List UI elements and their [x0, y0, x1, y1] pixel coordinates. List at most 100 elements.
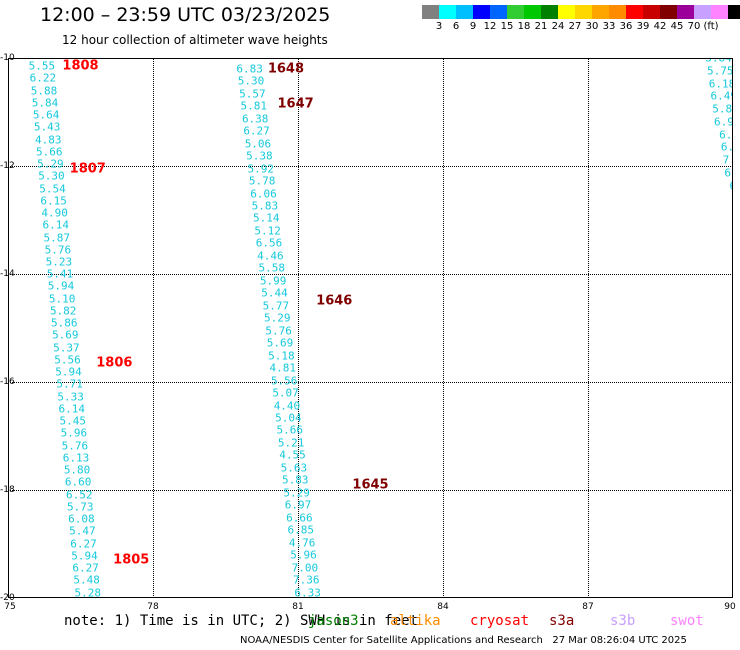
wave-height-value: 5.94: [55, 365, 82, 379]
latitude-tick-label: -16: [0, 377, 15, 387]
wave-height-value: 6.66: [286, 511, 313, 525]
wave-height-value: 5.41: [46, 267, 74, 281]
wave-height-value: 6.06: [250, 187, 277, 200]
wave-height-value: 6.13: [62, 451, 90, 465]
satellite-legend-jason3: jason3: [308, 613, 359, 629]
chart-title: 12:00 – 23:59 UTC 03/23/2025: [40, 4, 331, 26]
colorbar-swatch: [524, 5, 541, 19]
wave-height-value: 5.87: [43, 231, 71, 245]
wave-height-value: 5.06: [244, 137, 272, 151]
wave-height-value: 5.30: [237, 74, 265, 88]
colorbar-label: 3: [435, 21, 443, 32]
pass-time-label: 1647: [277, 96, 314, 112]
colorbar-swatch: [575, 5, 592, 19]
pass-time-label: 1806: [96, 355, 133, 371]
pass-time-label: 1645: [352, 477, 389, 493]
wave-height-value: 6.: [729, 179, 733, 193]
wave-height-value: 5.29: [283, 486, 310, 500]
colorbar-swatch: [558, 5, 575, 19]
wave-height-value: 6.60: [64, 475, 92, 489]
wave-height-value: 5.83: [281, 473, 309, 487]
wave-height-value: 5.86: [51, 316, 78, 330]
colorbar-label: (ft): [703, 21, 719, 32]
longitude-gridline: [153, 58, 154, 598]
latitude-tick-label: -10: [0, 53, 15, 63]
colorbar-label: 15: [500, 21, 514, 32]
wave-height-value: 5.48: [73, 573, 100, 587]
wave-height-value: 5.63: [280, 461, 308, 475]
wave-height-value: 5.47: [69, 524, 96, 538]
wave-height-value: 5.45: [59, 414, 87, 428]
wave-height-value: 5.23: [45, 255, 73, 269]
wave-height-value: 5.28: [74, 586, 102, 598]
wave-height-value: 6.92: [714, 115, 733, 129]
wave-height-value: 5.56: [54, 353, 81, 367]
colorbar-label: 45: [670, 21, 684, 32]
wave-height-value: 6.83: [236, 62, 263, 76]
pass-time-label: 1805: [113, 552, 150, 568]
wave-height-value: 6.14: [58, 402, 85, 416]
pass-time-label: 1807: [69, 161, 106, 177]
chart-subtitle: 12 hour collection of altimeter wave hei…: [62, 33, 328, 47]
colorbar-swatch: [728, 5, 740, 19]
latitude-gridline: [8, 382, 733, 383]
wave-height-value: 7.36: [293, 573, 320, 587]
wave-height-value: 5.18: [268, 349, 295, 363]
wave-height-value: 6.3: [719, 128, 733, 142]
wave-height-value: 7.0: [722, 153, 733, 167]
wave-height-value: 6.15: [40, 194, 67, 208]
colorbar-swatch: [677, 5, 694, 19]
longitude-tick-label: 84: [437, 602, 449, 612]
longitude-tick-label: 81: [292, 602, 304, 612]
wave-height-value: 5.96: [60, 426, 88, 440]
wave-height-value: 6.85: [287, 523, 315, 537]
satellite-legend-swot: swot: [670, 613, 704, 629]
pass-time-label: 1648: [267, 61, 304, 77]
satellite-legend-s3b: s3b: [610, 613, 636, 629]
longitude-gridline: [298, 58, 299, 598]
wave-height-colorbar: [422, 5, 740, 19]
wave-height-value: 6.5: [720, 140, 733, 154]
colorbar-swatch: [694, 5, 711, 19]
longitude-gridline: [588, 58, 589, 598]
colorbar-label: 39: [636, 21, 650, 32]
wave-height-value: 6.14: [42, 218, 69, 232]
wave-height-value: 5.92: [247, 162, 274, 176]
wave-height-value: 5.82: [49, 304, 77, 318]
wave-height-value: 5.21: [277, 436, 305, 450]
longitude-gridline: [443, 58, 444, 598]
wave-height-value: 4.81: [269, 361, 297, 375]
wave-height-value: 4.90: [41, 206, 68, 220]
wave-height-value: 5.78: [248, 174, 276, 188]
wave-height-value: 5.64: [32, 108, 60, 122]
wave-height-value: 5.80: [63, 463, 91, 477]
wave-height-value: 6.27: [70, 537, 97, 551]
colorbar-label: 12: [483, 21, 497, 32]
wave-height-value: 5.76: [44, 243, 72, 257]
wave-height-value: 5.58: [258, 261, 286, 275]
wave-height-value: 4.76: [288, 536, 316, 550]
wave-height-value: 6.56: [255, 236, 283, 250]
wave-height-value: 5.54: [39, 182, 66, 196]
wave-height-value: 6.08: [68, 512, 95, 526]
wave-height-value: 6.27: [72, 561, 99, 575]
wave-height-value: 5.94: [71, 549, 98, 563]
colorbar-label: 21: [534, 21, 548, 32]
wave-height-value: 5.55: [28, 59, 56, 73]
colorbar-label: 33: [602, 21, 616, 32]
colorbar-label: 9: [469, 21, 477, 32]
wave-height-value: 6.18: [708, 77, 733, 91]
colorbar-swatch: [490, 5, 507, 19]
map-plot-area: 5.55 6.22 5.88 5.84 5.64 5.43 4.83 5.66 5.29 5.30…: [8, 58, 733, 598]
latitude-gridline: [8, 490, 733, 491]
colorbar-swatch: [456, 5, 473, 19]
wave-height-value: 5.73: [67, 500, 94, 514]
wave-height-value: 5.56: [270, 374, 298, 388]
wave-height-value: 6.49: [710, 89, 733, 103]
wave-height-value: 5.44: [261, 286, 288, 300]
wave-height-value: 6.52: [65, 488, 93, 502]
wave-height-value: 5.12: [254, 224, 281, 238]
wave-height-value: 5.66: [36, 145, 63, 159]
wave-height-value: 5.77: [262, 299, 290, 313]
satellite-legend-altika: altika: [390, 613, 441, 629]
